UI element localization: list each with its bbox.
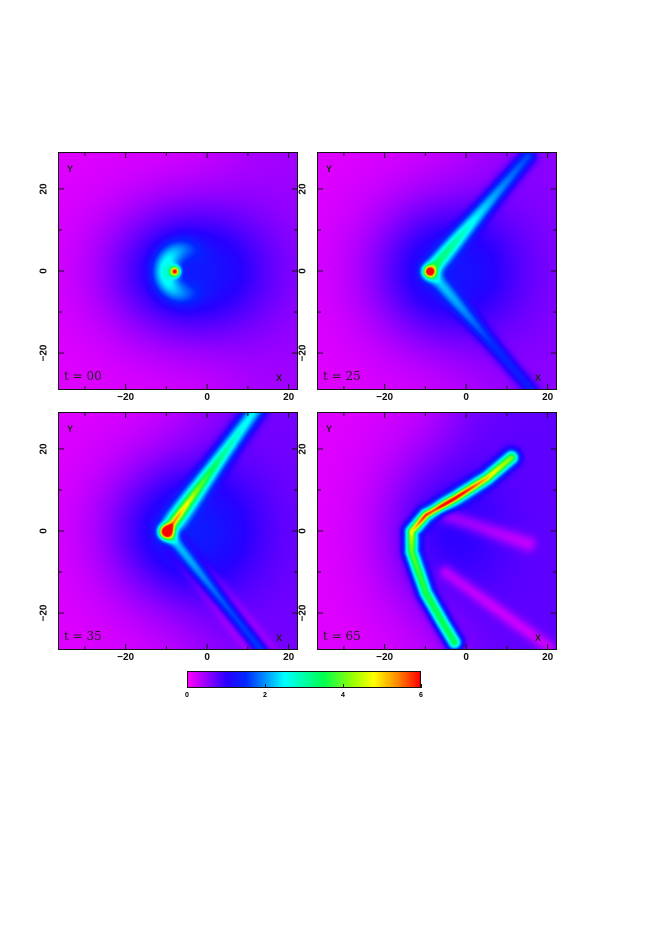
panel-t65: t = 65 Y X −20 0 20 −20 0 20 <box>298 412 557 663</box>
plot-frame <box>317 412 557 650</box>
panel-time-label: t = 35 <box>64 629 102 643</box>
y-tick-label: −20 <box>38 344 50 362</box>
panel-time-label: t = 00 <box>64 369 102 383</box>
y-tick-label: 20 <box>297 443 309 455</box>
colorbar-tick-label: 0 <box>185 692 189 699</box>
y-tick-label: 20 <box>38 183 50 195</box>
y-tick-label: −20 <box>297 344 309 362</box>
y-axis-label: Y <box>67 424 74 434</box>
colorbar-tick <box>343 684 344 688</box>
y-axis-label: Y <box>326 164 333 174</box>
x-axis-label: X <box>275 373 282 383</box>
x-tick-label: 0 <box>463 652 469 663</box>
panel-time-label: t = 65 <box>323 629 361 643</box>
colorbar-tick <box>265 684 266 688</box>
plot-frame <box>58 152 298 390</box>
x-tick-label: −20 <box>376 652 394 663</box>
x-axis-label: X <box>275 633 282 643</box>
colorbar-tick-label: 6 <box>419 692 423 699</box>
panel-t25: t = 25 Y X −20 0 20 −20 0 20 <box>298 152 557 403</box>
colorbar <box>187 671 421 688</box>
colorbar-tick-label: 4 <box>341 692 345 699</box>
y-tick-label: 0 <box>38 268 50 274</box>
x-tick-label: 20 <box>542 392 554 403</box>
plot-frame <box>317 152 557 390</box>
plot-frame <box>58 412 298 650</box>
x-tick-label: −20 <box>117 392 135 403</box>
y-axis-label: Y <box>326 424 333 434</box>
heatmap-image <box>317 412 557 650</box>
y-tick-label: 0 <box>297 528 309 534</box>
x-tick-label: 0 <box>204 392 210 403</box>
y-axis-label: Y <box>67 164 74 174</box>
colorbar-tick <box>421 684 422 688</box>
y-tick-label: −20 <box>297 604 309 622</box>
x-axis-label: X <box>534 373 541 383</box>
colorbar-tick <box>187 684 188 688</box>
x-tick-label: 0 <box>463 392 469 403</box>
x-tick-label: 0 <box>204 652 210 663</box>
x-tick-label: 20 <box>283 652 295 663</box>
y-tick-label: 20 <box>38 443 50 455</box>
x-axis-label: X <box>534 633 541 643</box>
colorbar-tick-label: 2 <box>263 692 267 699</box>
y-tick-label: 0 <box>297 268 309 274</box>
x-tick-label: −20 <box>376 392 394 403</box>
heatmap-image <box>58 412 298 650</box>
heatmap-image <box>58 152 298 390</box>
y-tick-label: 20 <box>297 183 309 195</box>
x-tick-label: −20 <box>117 652 135 663</box>
y-tick-label: −20 <box>38 604 50 622</box>
x-tick-label: 20 <box>283 392 295 403</box>
y-tick-label: 0 <box>38 528 50 534</box>
panel-t35: t = 35 Y X −20 0 20 −20 0 20 <box>39 412 298 663</box>
heatmap-image <box>317 152 557 390</box>
x-tick-label: 20 <box>542 652 554 663</box>
panel-time-label: t = 25 <box>323 369 361 383</box>
panel-t00: t = 00 Y X −20 0 20 −20 0 20 <box>39 152 298 403</box>
